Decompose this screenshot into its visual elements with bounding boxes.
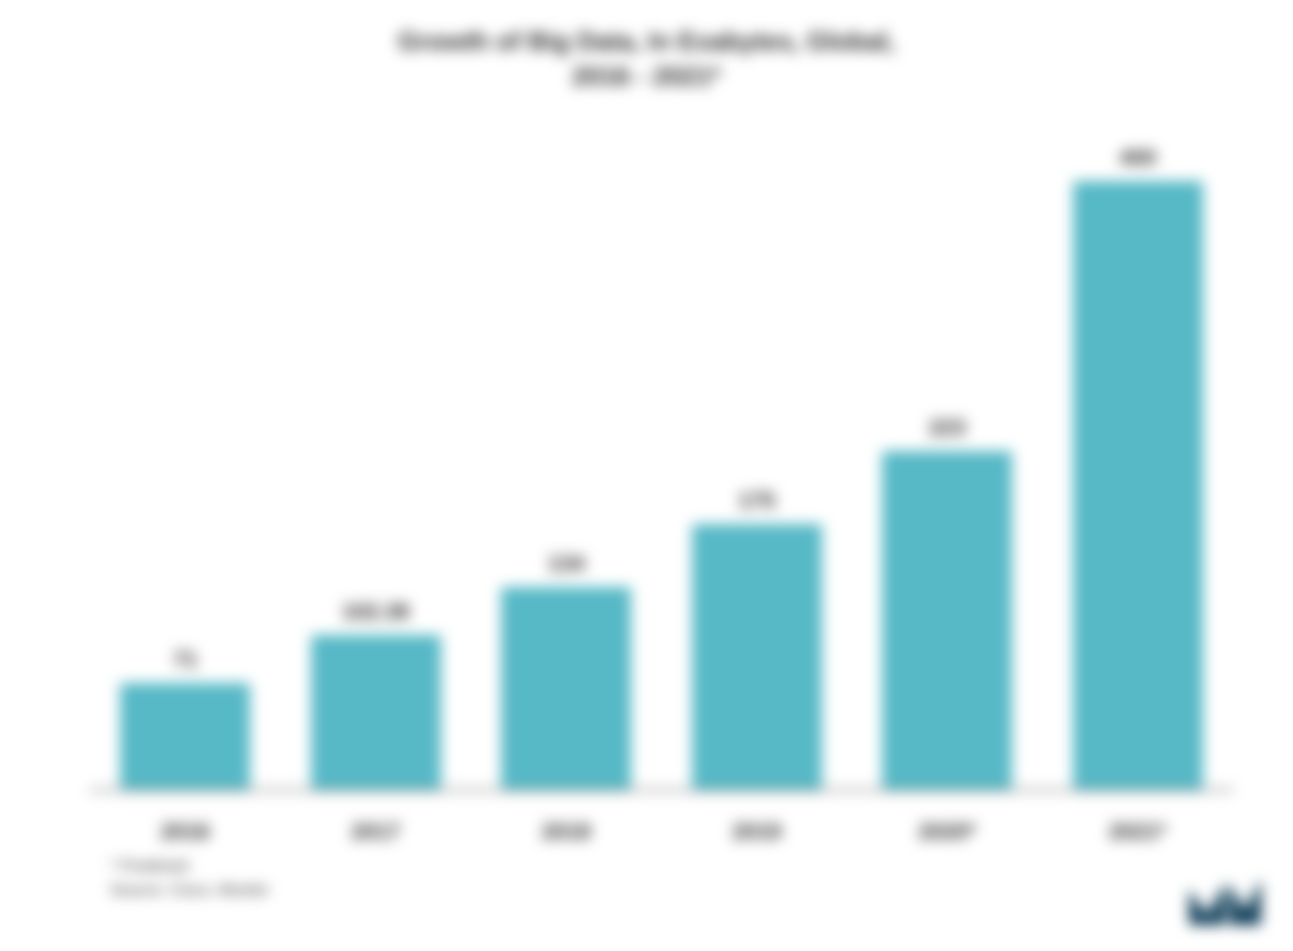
x-axis-label: 2019 <box>662 819 853 845</box>
bar-rect <box>692 524 822 791</box>
bar-slot: 223 <box>852 120 1043 791</box>
bar-slot: 175 <box>662 120 853 791</box>
chart-title-line1: Growth of Big Data, In Exabytes, Global, <box>0 24 1293 59</box>
bar-value-label: 134 <box>548 551 585 577</box>
x-axis-label: 2017 <box>281 819 472 845</box>
x-axis-label: 2021* <box>1043 819 1234 845</box>
chart-title: Growth of Big Data, In Exabytes, Global,… <box>0 0 1293 94</box>
bar-rect <box>120 683 250 791</box>
bar-slot: 134 <box>471 120 662 791</box>
brand-logo <box>1187 875 1263 927</box>
bar-slot: 102.38 <box>281 120 472 791</box>
bar-rect <box>311 635 441 791</box>
bar-rect <box>501 587 631 791</box>
footnotes: * Predicted Source: Cisco, Mordor <box>110 855 269 903</box>
bar-value-label: 400 <box>1119 145 1156 171</box>
bar-value-label: 102.38 <box>342 599 409 625</box>
chart-area: 71102.38134175223400 2016201720182019202… <box>90 120 1233 791</box>
bar-rect <box>1073 181 1203 791</box>
bar-slot: 71 <box>90 120 281 791</box>
x-axis-label: 2016 <box>90 819 281 845</box>
bar-rect <box>882 451 1012 791</box>
x-axis-labels: 20162017201820192020*2021* <box>90 819 1233 845</box>
bar-value-label: 175 <box>738 488 775 514</box>
bars-container: 71 102.38 134 175 223 400 <box>90 120 1233 791</box>
bar-value-label: 71 <box>173 647 197 673</box>
x-axis-line <box>90 789 1233 791</box>
plot-area: 71102.38134175223400 2016201720182019202… <box>90 120 1233 791</box>
chart-title-line2: 2016 - 2021* <box>0 59 1293 94</box>
footnote-source: Source: Cisco, Mordor <box>110 879 269 903</box>
bar-value-label: 223 <box>929 415 966 441</box>
bar-slot: 400 <box>1043 120 1234 791</box>
x-axis-label: 2020* <box>852 819 1043 845</box>
footnote-predicted: * Predicted <box>110 855 269 879</box>
x-axis-label: 2018 <box>471 819 662 845</box>
